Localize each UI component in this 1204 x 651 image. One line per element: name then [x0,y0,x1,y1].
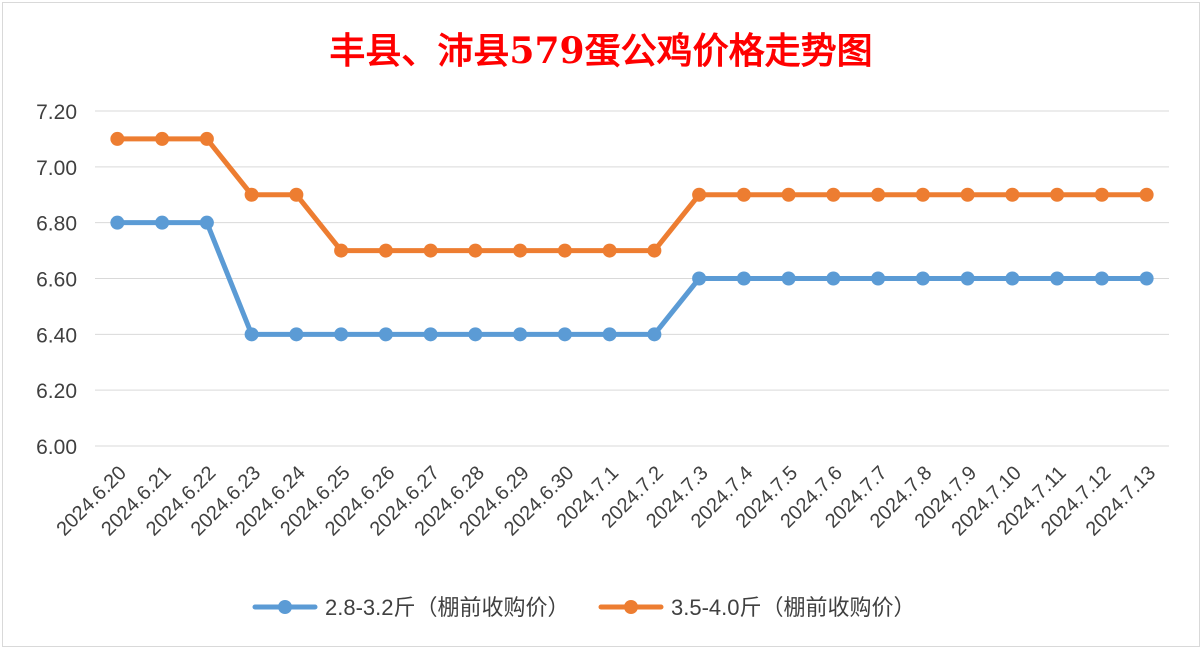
y-tick-label: 6.80 [36,213,77,236]
data-point [468,327,483,342]
data-point [915,271,930,286]
series-2 [110,131,1154,258]
legend-item-2: 3.5-4.0斤（棚前收购价） [598,595,916,620]
data-point [334,327,349,342]
y-tick-label: 6.60 [36,269,77,292]
data-point [871,187,886,202]
data-point [647,243,662,258]
data-point [334,243,349,258]
y-axis-ticks: 6.00 6.20 6.40 6.60 6.80 7.00 7.20 [36,101,77,459]
data-point [557,327,572,342]
data-point [871,271,886,286]
data-point [244,187,259,202]
data-point [110,131,125,146]
data-point [781,187,796,202]
data-point [915,187,930,202]
data-point [736,187,751,202]
y-tick-label: 6.20 [36,380,77,403]
data-point [513,327,528,342]
data-point [244,327,259,342]
legend-swatch-marker [624,600,638,614]
data-point [289,327,304,342]
legend-label: 2.8-3.2斤（棚前收购价） [325,595,570,620]
data-point [1094,271,1109,286]
y-tick-label: 7.20 [36,101,77,124]
x-axis-ticks: 2024.6.202024.6.212024.6.222024.6.232024… [52,462,1160,540]
series-1 [110,215,1154,342]
data-point [110,215,125,230]
data-point [1050,271,1065,286]
data-point [378,327,393,342]
legend: 2.8-3.2斤（棚前收购价） 3.5-4.0斤（棚前收购价） [252,595,916,620]
data-point [378,243,393,258]
series-layer [110,131,1154,342]
data-point [1005,271,1020,286]
data-point [1139,271,1154,286]
data-point [960,187,975,202]
data-point [602,243,617,258]
legend-swatch-marker [278,600,292,614]
y-tick-label: 6.00 [36,436,77,459]
data-point [1094,187,1109,202]
series-line [114,220,1150,337]
data-point [423,243,438,258]
data-point [468,243,483,258]
data-point [289,187,304,202]
data-point [826,187,841,202]
legend-item-1: 2.8-3.2斤（棚前收购价） [252,595,570,620]
data-point [1005,187,1020,202]
chart-title: 丰县、沛县579蛋公鸡价格走势图 [329,30,872,72]
data-point [557,243,572,258]
series-line [114,136,1150,254]
data-point [826,271,841,286]
data-point [960,271,975,286]
data-point [781,271,796,286]
data-point [602,327,617,342]
data-point [423,327,438,342]
data-point [155,215,170,230]
data-point [199,131,214,146]
data-point [647,327,662,342]
data-point [199,215,214,230]
data-point [692,187,707,202]
data-point [1050,187,1065,202]
legend-label: 3.5-4.0斤（棚前收购价） [671,595,916,620]
line-chart: 丰县、沛县579蛋公鸡价格走势图 6.00 6.20 6.40 6.60 6.80 7.0… [36,30,1169,620]
data-point [1139,187,1154,202]
data-point [155,131,170,146]
data-point [736,271,751,286]
y-tick-label: 6.40 [36,324,77,347]
y-tick-label: 7.00 [36,157,77,180]
data-point [692,271,707,286]
data-point [513,243,528,258]
